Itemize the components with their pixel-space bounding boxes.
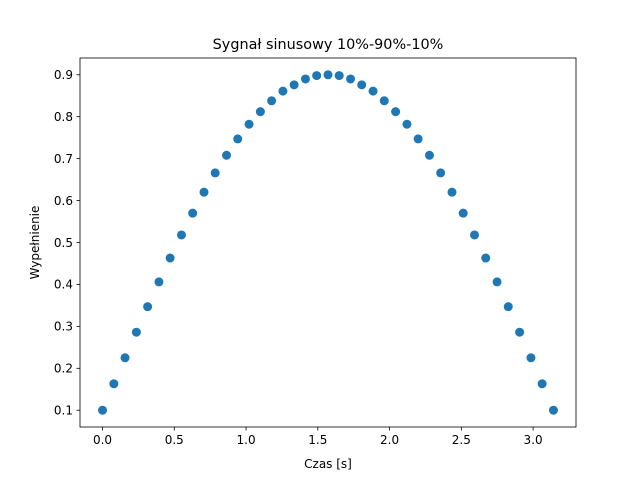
data-point <box>391 107 401 117</box>
y-axis-ticks: 0.1 0.2 0.3 0.4 0.5 0.6 0.7 0.8 0.9 <box>54 68 80 418</box>
x-axis-label: Czas [s] <box>304 457 352 471</box>
data-point <box>526 353 536 363</box>
y-tick-label: 0.5 <box>54 236 73 250</box>
data-point <box>289 80 299 90</box>
y-tick-label: 0.9 <box>54 68 73 82</box>
x-tick-label: 2.5 <box>452 433 471 447</box>
plot-frame <box>79 57 577 428</box>
x-tick-label: 2.0 <box>380 433 399 447</box>
y-tick-label: 0.2 <box>54 362 73 376</box>
data-point <box>109 379 119 389</box>
data-point <box>458 208 468 218</box>
data-point <box>199 187 209 197</box>
data-point <box>312 71 322 81</box>
data-point <box>176 230 186 240</box>
data-point <box>548 405 558 415</box>
data-point <box>346 74 356 84</box>
data-point <box>278 86 288 96</box>
data-point <box>424 150 434 160</box>
data-point <box>131 327 141 337</box>
data-point <box>503 302 513 312</box>
data-point <box>267 96 277 106</box>
data-point <box>402 119 412 129</box>
data-point <box>120 353 130 363</box>
data-point <box>413 134 423 144</box>
data-point <box>379 96 389 106</box>
data-point <box>323 70 333 80</box>
x-tick-label: 3.0 <box>524 433 543 447</box>
y-tick-label: 0.8 <box>54 110 73 124</box>
data-point <box>334 71 344 81</box>
chart-title: Sygnał sinusowy 10%-90%-10% <box>213 37 444 53</box>
y-tick-label: 0.4 <box>54 278 73 292</box>
y-axis-label: Wypełnienie <box>28 206 42 280</box>
data-point <box>210 168 220 178</box>
data-point <box>222 150 232 160</box>
data-points <box>98 70 558 415</box>
data-point <box>244 119 254 129</box>
data-point <box>481 253 491 263</box>
x-tick-label: 0.5 <box>165 433 184 447</box>
data-point <box>470 230 480 240</box>
data-point <box>492 277 502 287</box>
data-point <box>233 134 243 144</box>
data-point <box>255 107 265 117</box>
x-tick-label: 1.0 <box>237 433 256 447</box>
x-tick-label: 1.5 <box>308 433 327 447</box>
data-point <box>357 80 367 90</box>
data-point <box>368 86 378 96</box>
data-point <box>98 405 108 415</box>
data-point <box>447 187 457 197</box>
data-point <box>188 208 198 218</box>
x-axis-ticks: 0.0 0.5 1.0 1.5 2.0 2.5 3.0 <box>93 427 543 447</box>
data-point <box>537 379 547 389</box>
x-tick-label: 0.0 <box>93 433 112 447</box>
data-point <box>165 253 175 263</box>
y-tick-label: 0.1 <box>54 404 73 418</box>
y-tick-label: 0.6 <box>54 194 73 208</box>
data-point <box>143 302 153 312</box>
data-point <box>300 74 310 84</box>
data-point <box>515 327 525 337</box>
y-tick-label: 0.7 <box>54 152 73 166</box>
data-point <box>436 168 446 178</box>
y-tick-label: 0.3 <box>54 320 73 334</box>
data-point <box>154 277 164 287</box>
